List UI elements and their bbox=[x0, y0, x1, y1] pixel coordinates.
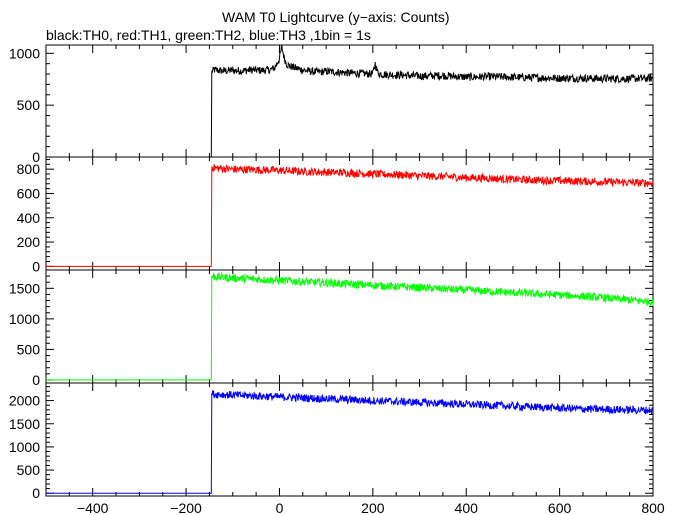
y-tick-label: 0 bbox=[32, 149, 40, 165]
y-tick-label: 800 bbox=[17, 161, 41, 177]
x-tick-label: 0 bbox=[276, 500, 284, 515]
y-tick-label: 0 bbox=[32, 485, 40, 501]
chart-subtitle: black:TH0, red:TH1, green:TH2, blue:TH3 … bbox=[46, 27, 371, 43]
y-tick-label: 200 bbox=[17, 234, 41, 250]
y-tick-label: 1000 bbox=[9, 311, 40, 327]
x-tick-label: 600 bbox=[548, 500, 572, 515]
y-tick-label: 400 bbox=[17, 210, 41, 226]
series-line-th3 bbox=[46, 390, 654, 494]
x-tick-label: 400 bbox=[455, 500, 479, 515]
chart-title: WAM T0 Lightcurve (y−axis: Counts) bbox=[222, 9, 450, 25]
panel-frame-th3 bbox=[45, 382, 654, 497]
panel-frame-th0 bbox=[45, 44, 654, 158]
y-tick-label: 600 bbox=[17, 185, 41, 201]
series-line-th2 bbox=[46, 271, 654, 381]
y-tick-label: 2000 bbox=[9, 393, 40, 409]
y-tick-label: 500 bbox=[17, 341, 41, 357]
panel-frame-th1 bbox=[45, 156, 654, 271]
y-tick-label: 500 bbox=[17, 462, 41, 478]
x-tick-label: −200 bbox=[170, 500, 202, 515]
y-tick-label: 0 bbox=[32, 258, 40, 274]
y-tick-label: 1500 bbox=[9, 280, 40, 296]
y-tick-label: 1000 bbox=[9, 45, 40, 61]
series-line-th0 bbox=[46, 44, 654, 158]
series-line-th1 bbox=[46, 164, 654, 267]
y-tick-label: 1500 bbox=[9, 416, 40, 432]
y-tick-label: 0 bbox=[32, 372, 40, 388]
y-tick-label: 500 bbox=[17, 97, 41, 113]
x-tick-label: −400 bbox=[77, 500, 109, 515]
x-tick-label: 200 bbox=[361, 500, 385, 515]
y-tick-label: 1000 bbox=[9, 439, 40, 455]
x-tick-label: 800 bbox=[641, 500, 665, 515]
